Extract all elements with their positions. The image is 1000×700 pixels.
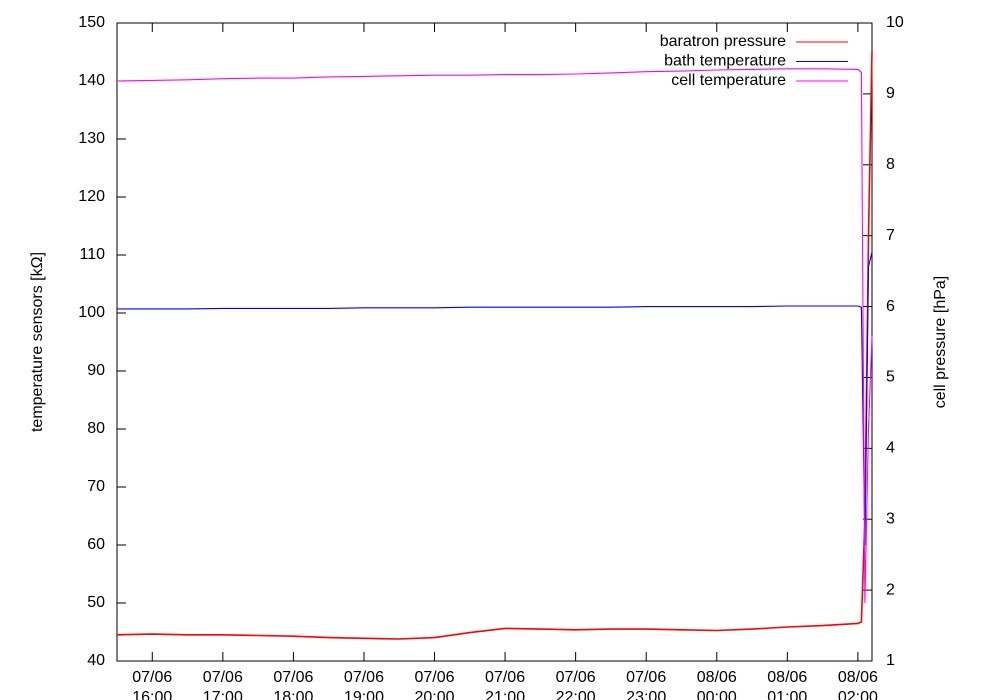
y-tick-label: 150 — [78, 14, 105, 31]
y-tick-label: 70 — [87, 478, 105, 495]
legend-label: bath temperature — [664, 53, 786, 70]
legend-label: cell temperature — [671, 72, 786, 89]
x-tick-label: 07/06 16:00 — [132, 669, 173, 700]
y-tick-label: 100 — [78, 304, 105, 321]
y-tick-label: 130 — [78, 130, 105, 147]
y2-tick-label: 1 — [886, 652, 895, 669]
y2-tick-label: 5 — [886, 369, 895, 386]
y2-tick-label: 10 — [886, 14, 904, 31]
x-tick-label: 07/06 20:00 — [414, 669, 455, 700]
y2-tick-label: 8 — [886, 156, 895, 173]
y-tick-label: 120 — [78, 188, 105, 205]
series-line — [116, 68, 873, 604]
y2-tick-label: 6 — [886, 298, 895, 315]
y-tick-label: 40 — [87, 652, 105, 669]
y-tick-label: 110 — [79, 246, 105, 263]
series-line — [117, 251, 873, 546]
y-tick-label: 80 — [87, 420, 105, 437]
x-tick-label: 08/06 02:00 — [837, 669, 878, 700]
legend-label: baratron pressure — [660, 33, 786, 50]
x-tick-label: 07/06 17:00 — [202, 669, 243, 700]
x-tick-label: 07/06 21:00 — [485, 669, 526, 700]
y2-tick-label: 9 — [886, 85, 895, 102]
plot-frame — [116, 22, 873, 662]
x-tick-label: 07/06 18:00 — [273, 669, 314, 700]
y2-tick-label: 4 — [886, 440, 895, 457]
series-line — [116, 51, 873, 640]
x-tick-label: 08/06 00:00 — [696, 669, 737, 700]
y2-tick-label: 2 — [886, 581, 895, 598]
y2-axis-label: cell pressure [hPa] — [932, 276, 949, 409]
y-tick-label: 60 — [87, 536, 105, 553]
y-axis-label: temperature sensors [kΩ] — [29, 252, 46, 432]
x-tick-label: 07/06 23:00 — [626, 669, 667, 700]
x-tick-label: 07/06 19:00 — [343, 669, 384, 700]
x-tick-label: 08/06 01:00 — [767, 669, 808, 700]
y-tick-label: 140 — [78, 72, 105, 89]
y-tick-label: 90 — [87, 362, 105, 379]
x-tick-label: 07/06 22:00 — [555, 669, 596, 700]
y2-tick-label: 7 — [886, 227, 895, 244]
y-tick-label: 50 — [87, 594, 105, 611]
y2-tick-label: 3 — [886, 510, 895, 527]
